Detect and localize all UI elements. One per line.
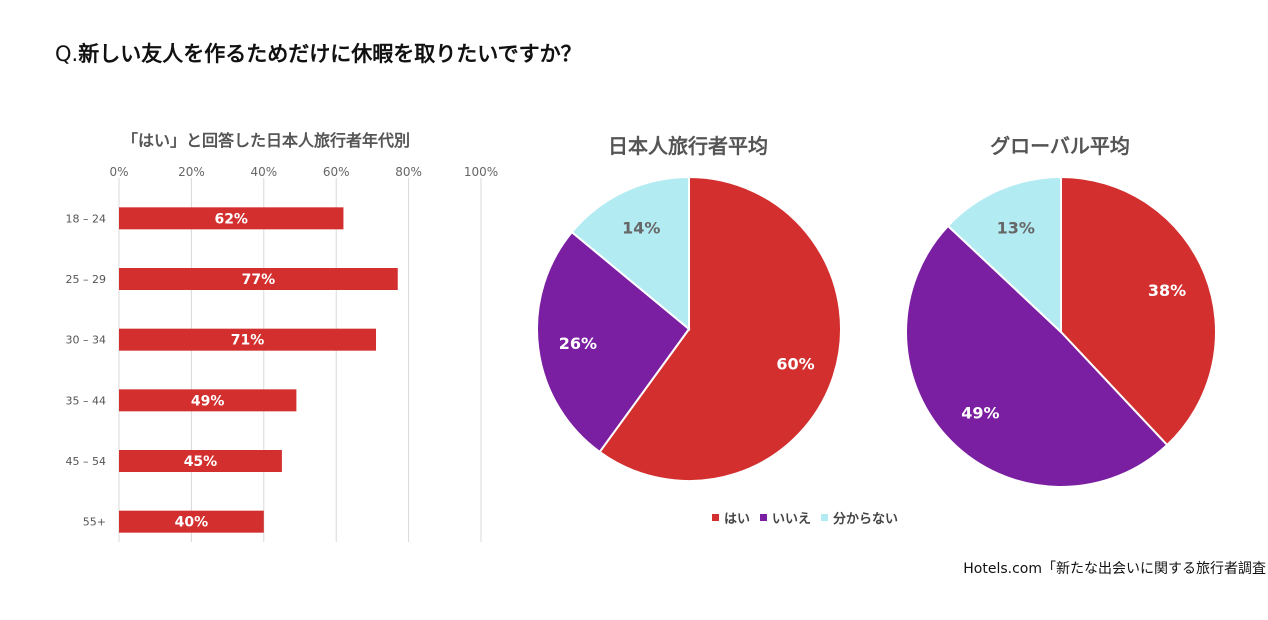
pie-slice <box>598 175 842 482</box>
bar <box>119 389 297 412</box>
pie-slice <box>570 175 690 332</box>
y-category-label: 18 – 24 <box>66 212 107 225</box>
legend-swatch-no <box>760 514 768 521</box>
bar-value-label: 49% <box>191 393 225 409</box>
x-tick-label: 60% <box>323 165 350 179</box>
x-tick-label: 20% <box>178 165 205 179</box>
bar-value-label: 71% <box>231 333 265 349</box>
japan-pie-title: 日本人旅行者平均 <box>608 134 768 158</box>
bar-chart-title: 「はい」と回答した日本人旅行者年代別 <box>122 131 411 150</box>
y-category-label: 25 – 29 <box>66 273 107 286</box>
pie-value-label: 38% <box>1148 281 1186 300</box>
pie-slice <box>905 224 1169 488</box>
x-tick-label: 100% <box>464 165 498 179</box>
legend-swatch-unknown <box>821 514 829 521</box>
bar-value-label: 77% <box>242 272 276 288</box>
x-tick-label: 0% <box>109 165 128 179</box>
legend-label-no: いいえ <box>772 512 812 527</box>
bar <box>119 450 282 472</box>
x-tick-label: 80% <box>395 165 422 179</box>
x-tick-label: 40% <box>250 165 277 179</box>
y-category-label: 30 – 34 <box>66 334 107 347</box>
pie-legend: はい いいえ 分からない <box>712 508 898 527</box>
pie-value-label: 26% <box>559 334 597 353</box>
y-category-label: 55+ <box>83 516 106 529</box>
pie-slice <box>946 175 1062 335</box>
legend-item-yes: はい <box>712 508 750 527</box>
bar-value-label: 45% <box>184 454 218 470</box>
question-text: 新しい友人を作るためだけに休暇を取りたいですか？ <box>78 42 582 66</box>
bar-value-label: 40% <box>175 515 209 531</box>
legend-label-unknown: 分からない <box>833 512 899 527</box>
japan-pie-chart: 60% 26% 14% <box>536 175 842 482</box>
pie-value-label: 60% <box>776 355 814 374</box>
bar <box>119 207 344 230</box>
legend-label-yes: はい <box>724 512 751 527</box>
global-pie-chart: 38% 49% 13% <box>905 175 1217 488</box>
question-title: Q.新しい友人を作るためだけに休暇を取りたいですか？ <box>55 38 582 68</box>
pie-value-label: 14% <box>622 219 660 238</box>
y-category-label: 35 – 44 <box>66 394 107 407</box>
legend-swatch-yes <box>712 514 719 521</box>
bar <box>119 510 264 533</box>
pie-slice <box>1060 175 1217 447</box>
global-pie-title: グローバル平均 <box>990 134 1130 158</box>
question-prefix: Q. <box>55 42 79 66</box>
bar <box>119 328 377 351</box>
legend-item-no: いいえ <box>760 508 811 527</box>
pie-value-label: 13% <box>997 218 1035 237</box>
age-bar-chart: 0% 20% 40% 60% 80% 100% 18 – 24 62% 25 – 29 77% 30… <box>66 165 498 542</box>
bar-value-label: 62% <box>214 211 248 227</box>
pie-value-label: 49% <box>961 404 999 423</box>
pie-slice <box>536 230 691 454</box>
source-credit: Hotels.com「新たな出会いに関する旅行者調査 <box>963 561 1266 577</box>
legend-item-unknown: 分からない <box>821 508 898 527</box>
bar <box>119 268 398 290</box>
y-category-label: 45 – 54 <box>66 455 107 468</box>
